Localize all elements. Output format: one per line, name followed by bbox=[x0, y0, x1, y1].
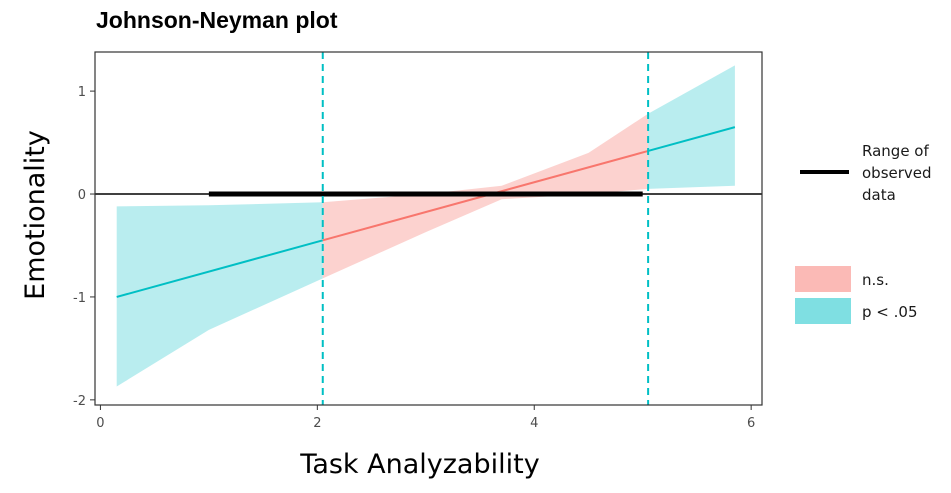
y-tick-label: 0 bbox=[78, 188, 86, 203]
x-tick-label: 0 bbox=[96, 416, 104, 431]
legend-observed-label-3: data bbox=[862, 186, 896, 204]
band-significant-left bbox=[116, 202, 323, 387]
y-tick-label: 1 bbox=[78, 85, 86, 100]
x-tick-label: 6 bbox=[747, 416, 755, 431]
legend-significance: n.s. p < .05 bbox=[795, 266, 917, 324]
slope-line-significant-right bbox=[647, 126, 736, 152]
legend-observed-label-2: observed bbox=[862, 164, 932, 182]
plot-area bbox=[95, 52, 762, 405]
legend-observed-range: Range of observed data bbox=[800, 142, 932, 204]
legend-observed-label-1: Range of bbox=[862, 142, 929, 160]
plot-border bbox=[94, 51, 763, 406]
legend-ns-label: n.s. bbox=[862, 271, 889, 289]
y-tick-label: -1 bbox=[73, 291, 86, 306]
y-axis-label: Emotionality bbox=[20, 130, 51, 300]
legend-sig-swatch bbox=[795, 298, 851, 324]
chart-title: Johnson-Neyman plot bbox=[96, 7, 338, 33]
x-tick-label: 4 bbox=[530, 416, 538, 431]
x-tick-label: 2 bbox=[313, 416, 321, 431]
y-tick-label: -2 bbox=[73, 394, 86, 409]
slope-line-significant-left bbox=[116, 239, 324, 298]
legend-sig-label: p < .05 bbox=[862, 303, 917, 321]
axes: 0 2 4 6 -2 -1 0 1 bbox=[73, 51, 763, 431]
band-significant-right bbox=[648, 65, 735, 189]
x-axis-label: Task Analyzability bbox=[299, 449, 539, 480]
legend-ns-swatch bbox=[795, 266, 851, 292]
